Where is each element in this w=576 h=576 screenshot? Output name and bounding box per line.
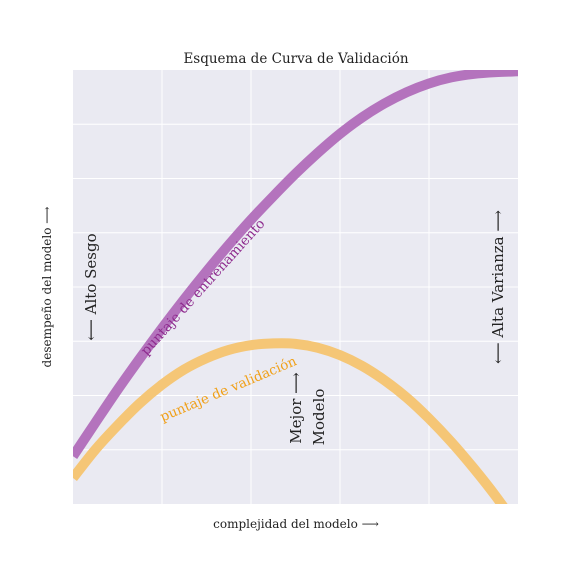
series-group	[73, 70, 518, 504]
chart-title: Esquema de Curva de Validación	[183, 51, 408, 67]
training-curve	[73, 70, 518, 460]
best-model-annotation-line2: Modelo	[310, 389, 328, 446]
y-axis-label: desempeño del modelo ⟶	[40, 207, 54, 368]
best-model-annotation-line1: Mejor ⟶	[287, 372, 305, 443]
x-axis-label: complejidad del modelo ⟶	[213, 517, 379, 531]
validation-curve	[73, 338, 508, 504]
high-bias-annotation: ⟵ Alto Sesgo	[82, 233, 100, 340]
high-variance-annotation: ⟵ Alta Varianza ⟶	[489, 210, 507, 364]
